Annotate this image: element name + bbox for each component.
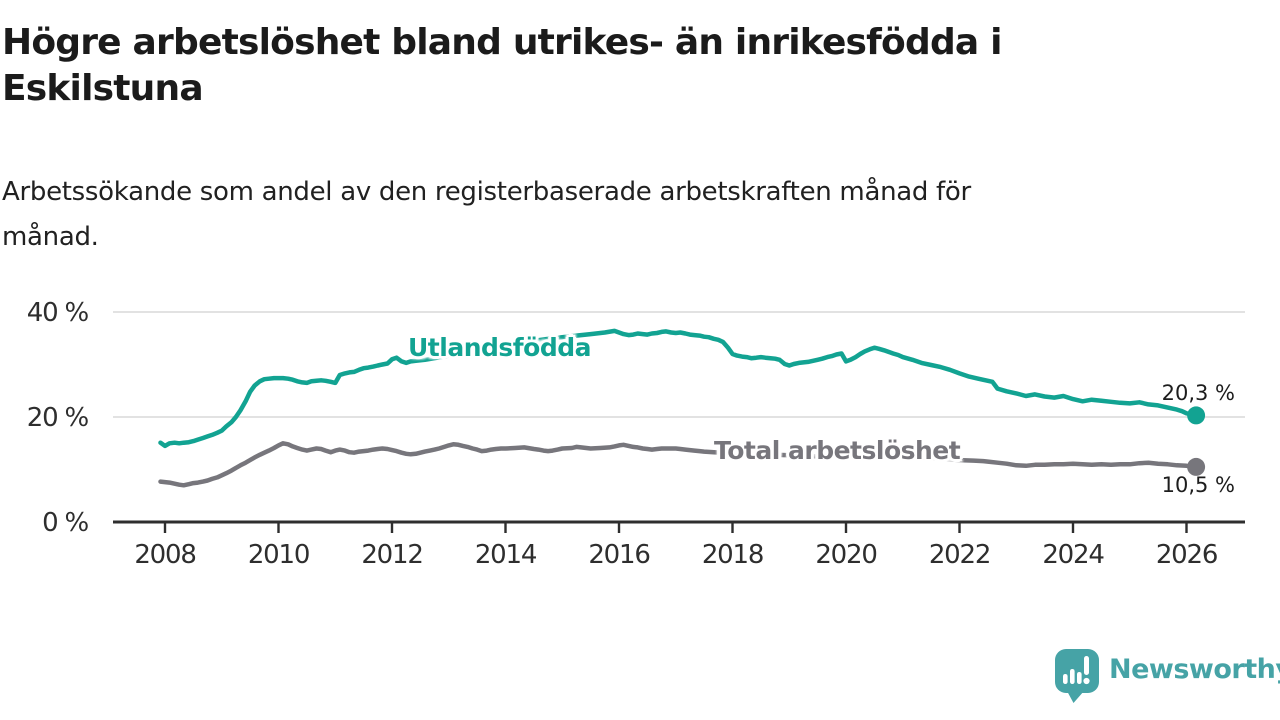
- x-tick-label-2022: 2022: [929, 540, 990, 570]
- series-end-dot-0: [1187, 406, 1206, 425]
- series-label-total-arbetsloshet: Total arbetslöshet: [714, 436, 961, 465]
- x-tick-label-2008: 2008: [134, 540, 195, 570]
- page-subtitle: Arbetssökande som andel av den registerb…: [2, 170, 1232, 260]
- x-tick-label-2018: 2018: [702, 540, 763, 570]
- newsworthy-logo-text: Newsworthy: [1109, 654, 1280, 685]
- x-tick-label-2024: 2024: [1042, 540, 1104, 570]
- end-value-label-total-arbetsloshet: 10,5 %: [1161, 473, 1235, 497]
- series-end-dot-1: [1187, 457, 1206, 476]
- page-title-line2: Eskilstuna: [2, 68, 204, 109]
- x-tick-label-2010: 2010: [248, 540, 309, 570]
- page-subtitle-line2: månad.: [2, 222, 99, 252]
- page-subtitle-line1: Arbetssökande som andel av den registerb…: [2, 177, 971, 207]
- newsworthy-logo: Newsworthy: [1054, 648, 1280, 704]
- series-label-utlandsfodda: Utlandsfödda: [408, 333, 591, 362]
- end-value-label-utlandsfodda: 20,3 %: [1161, 381, 1235, 405]
- x-tick-label-2016: 2016: [588, 540, 649, 570]
- x-tick-label-2014: 2014: [475, 540, 537, 570]
- x-tick-label-2020: 2020: [815, 540, 876, 570]
- newsworthy-speech-bubble-bar-chart-icon: [1055, 649, 1099, 703]
- series-line-0: [158, 328, 1199, 449]
- x-tick-label-2026: 2026: [1156, 540, 1217, 570]
- page-title: Högre arbetslöshet bland utrikes- än inr…: [2, 20, 1242, 112]
- series-line-1: [158, 441, 1199, 488]
- y-tick-label-40: 40 %: [27, 298, 89, 328]
- page-title-line1: Högre arbetslöshet bland utrikes- än inr…: [2, 22, 1002, 63]
- y-tick-label-0: 0 %: [42, 508, 88, 538]
- x-tick-label-2012: 2012: [361, 540, 422, 570]
- y-tick-label-20: 20 %: [27, 403, 89, 433]
